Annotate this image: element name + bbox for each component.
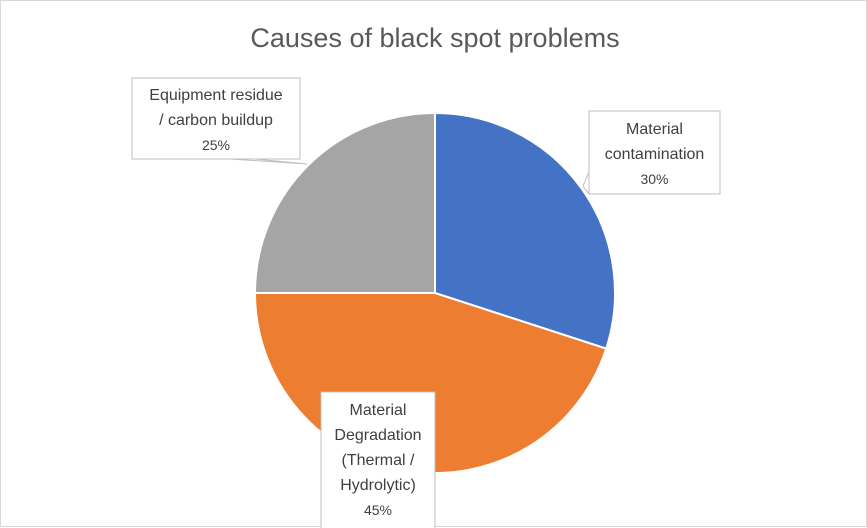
slice-value-label: 25% [202, 137, 230, 153]
slice-value-label: 45% [364, 502, 392, 518]
slice-category-label: Equipment residue [149, 87, 283, 104]
pie-slice-equipment-residue-carbon-buildup[interactable] [253, 111, 436, 294]
slice-category-label: Material [626, 121, 683, 138]
data-label-material-degradation-thermal-hydrolytic: Material Degradation (Thermal / Hydrolytic)… [320, 391, 436, 528]
pie-slice-material-contamination[interactable] [434, 111, 616, 350]
callout-box [320, 391, 436, 528]
callout-box [588, 110, 721, 195]
data-label-equipment-residue-carbon-buildup: Equipment residue / carbon buildup 25% [131, 77, 308, 165]
callout-box [131, 77, 301, 160]
slice-category-label: (Thermal / [342, 452, 415, 469]
data-label-material-contamination: Material contamination 30% [582, 110, 721, 196]
slice-category-label: Degradation [334, 427, 421, 444]
chart-title: Causes of black spot problems [250, 23, 619, 53]
slice-callouts: Material contamination 30% Material Degradat… [131, 77, 721, 528]
slice-category-label: Material [350, 402, 407, 419]
slice-category-label: Hydrolytic) [340, 477, 416, 494]
slice-value-label: 30% [640, 171, 668, 187]
slice-category-label: contamination [605, 146, 705, 163]
slice-category-label: / carbon buildup [159, 112, 273, 129]
callout-pointer [229, 158, 308, 165]
